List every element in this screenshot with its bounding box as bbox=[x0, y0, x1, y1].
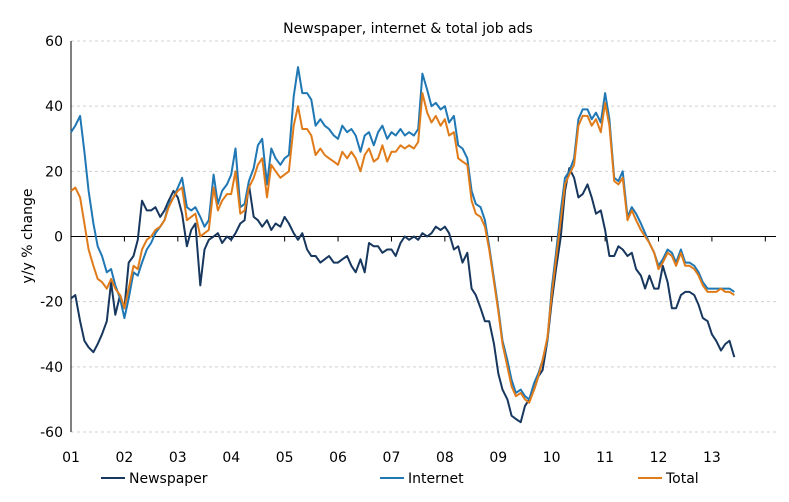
y-tick-label: 40 bbox=[45, 99, 63, 115]
series-line-internet bbox=[70, 66, 735, 401]
series-lines bbox=[70, 66, 736, 424]
x-tick-label: 06 bbox=[329, 450, 347, 466]
x-tick-label: 03 bbox=[169, 450, 187, 466]
x-tick-label: 04 bbox=[222, 450, 240, 466]
axes: -60 -40 -20 0 20 40 60 01 02 03 04 05 06 07 08 09 10 11 12… bbox=[40, 34, 776, 466]
x-tick-label: 12 bbox=[650, 450, 668, 466]
legend: Newspaper Internet Total bbox=[101, 471, 699, 487]
x-tick-label: 10 bbox=[543, 450, 561, 466]
y-tick-label: -40 bbox=[40, 360, 63, 376]
x-tick-label: 02 bbox=[115, 450, 133, 466]
y-tick-label: 20 bbox=[45, 164, 63, 180]
y-tick-label: -20 bbox=[40, 295, 63, 311]
y-tick-label: 0 bbox=[54, 230, 63, 246]
x-tick-label: 11 bbox=[596, 450, 614, 466]
y-tick-label: -60 bbox=[40, 425, 63, 441]
series-line-total bbox=[70, 92, 735, 404]
x-tick-label: 09 bbox=[489, 450, 507, 466]
y-axis-label: y/y % change bbox=[20, 188, 36, 283]
x-tick-label: 07 bbox=[383, 450, 401, 466]
chart-title: Newspaper, internet & total job ads bbox=[283, 21, 533, 37]
legend-label: Newspaper bbox=[129, 471, 208, 487]
legend-label: Total bbox=[665, 471, 699, 487]
x-tick-label: 08 bbox=[436, 450, 454, 466]
x-tick-label: 05 bbox=[276, 450, 294, 466]
x-tick-label: 13 bbox=[703, 450, 721, 466]
series-line-newspaper bbox=[70, 167, 736, 424]
legend-label: Internet bbox=[408, 471, 464, 487]
x-tick-label: 01 bbox=[62, 450, 80, 466]
y-tick-label: 60 bbox=[45, 34, 63, 50]
